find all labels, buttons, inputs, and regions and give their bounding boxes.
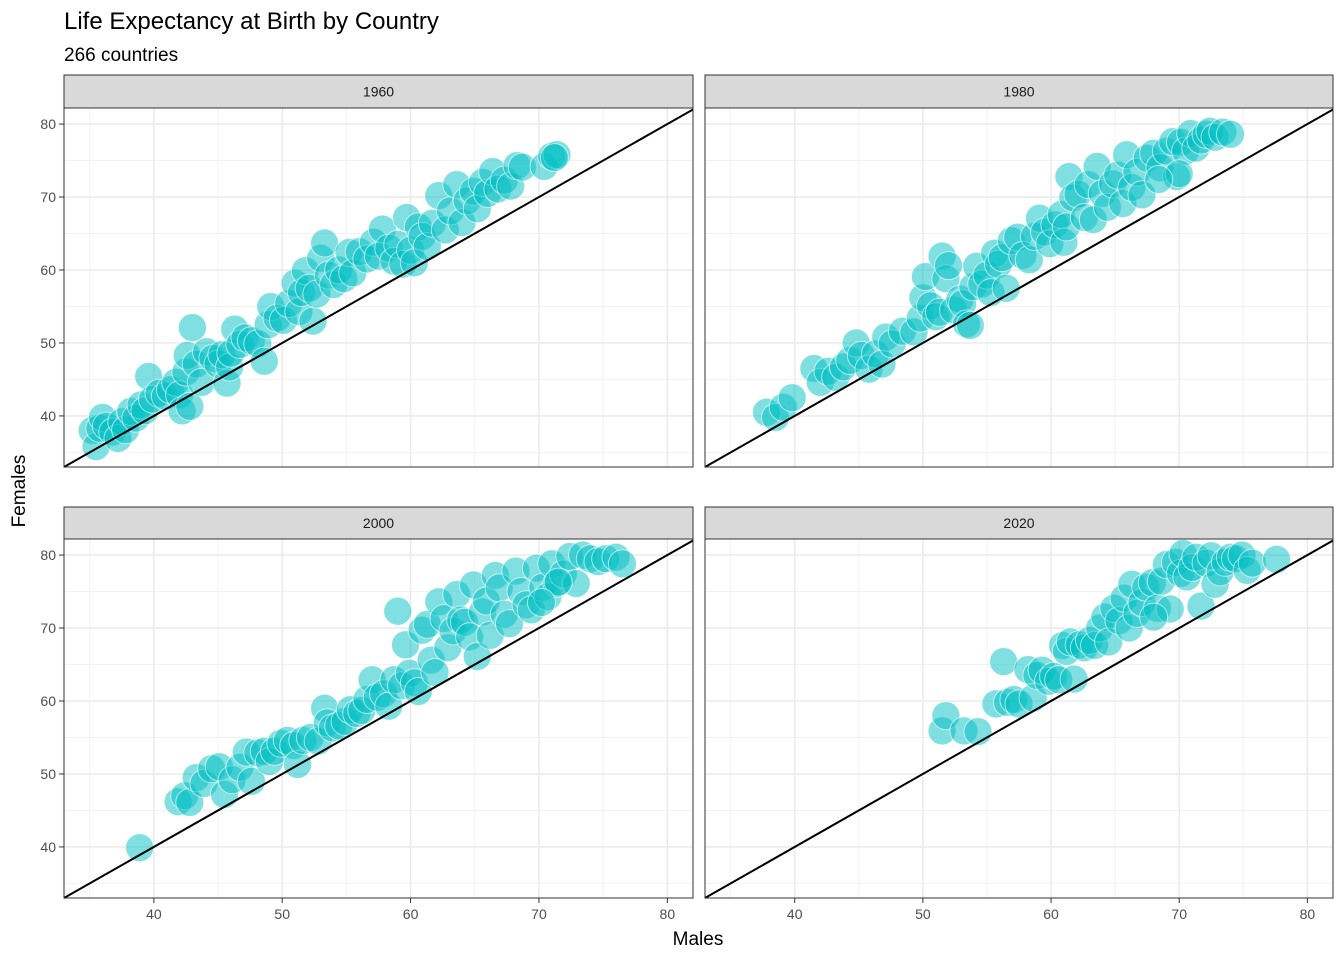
panel-border bbox=[63, 538, 694, 899]
data-point bbox=[1186, 591, 1216, 621]
facet-strip-label: 1980 bbox=[1003, 84, 1034, 100]
y-tick-label: 50 bbox=[40, 335, 56, 351]
data-point bbox=[991, 273, 1021, 303]
facet-panel-2020: 2020 40 50 60 70 80 bbox=[704, 506, 1334, 922]
y-tick-label: 70 bbox=[40, 620, 56, 636]
data-point bbox=[403, 677, 433, 706]
data-point bbox=[383, 596, 413, 626]
facet-strip bbox=[704, 74, 1334, 109]
facet-panel-1960: 1960 40 50 60 70 80 bbox=[40, 74, 694, 468]
panel-border bbox=[704, 538, 1334, 899]
y-tick-label: 70 bbox=[40, 189, 56, 205]
data-point bbox=[1216, 119, 1245, 149]
facet-strip-label: 1960 bbox=[363, 84, 394, 100]
panel-border bbox=[704, 107, 1334, 468]
y-axis-title: Females bbox=[9, 455, 30, 528]
data-point bbox=[963, 717, 993, 747]
x-tick-label: 70 bbox=[531, 906, 547, 922]
data-point bbox=[607, 549, 637, 579]
data-point bbox=[955, 310, 985, 340]
data-point bbox=[249, 346, 279, 376]
x-tick-label: 80 bbox=[660, 906, 676, 922]
y-tick-label: 50 bbox=[40, 766, 56, 782]
data-point bbox=[1139, 602, 1169, 632]
x-tick-label: 60 bbox=[403, 906, 419, 922]
chart-title: Life Expectancy at Birth by Country bbox=[64, 8, 439, 35]
data-point bbox=[934, 251, 963, 281]
y-tick-label: 80 bbox=[40, 547, 56, 563]
x-axis-title: Males bbox=[673, 929, 724, 950]
data-point bbox=[310, 228, 340, 258]
facet-panels: 1960 40 50 60 70 80 1980 2000 40 50 60 70 80 40 50 60 70… bbox=[40, 74, 1334, 922]
x-tick-label: 70 bbox=[1171, 906, 1187, 922]
y-tick-label: 40 bbox=[40, 839, 56, 855]
reference-line bbox=[63, 539, 694, 899]
facet-panel-1980: 1980 bbox=[704, 74, 1334, 468]
data-point bbox=[125, 833, 155, 863]
data-point bbox=[1237, 548, 1267, 578]
chart-subtitle: 266 countries bbox=[64, 45, 178, 66]
reference-line bbox=[63, 108, 694, 468]
x-tick-label: 50 bbox=[274, 906, 290, 922]
data-point bbox=[543, 567, 573, 597]
y-tick-label: 60 bbox=[40, 262, 56, 278]
y-tick-label: 40 bbox=[40, 408, 56, 424]
data-point bbox=[539, 143, 569, 173]
y-tick-label: 80 bbox=[40, 116, 56, 132]
panel-border bbox=[63, 107, 694, 468]
facet-strip bbox=[63, 74, 694, 109]
x-tick-label: 40 bbox=[146, 906, 162, 922]
x-tick-label: 60 bbox=[1043, 906, 1059, 922]
y-tick-label: 60 bbox=[40, 693, 56, 709]
data-point bbox=[177, 313, 207, 343]
reference-line bbox=[704, 539, 1334, 899]
data-point bbox=[494, 609, 524, 639]
reference-line bbox=[704, 108, 1334, 468]
data-point bbox=[1144, 165, 1174, 194]
facet-strip-label: 2000 bbox=[363, 515, 394, 531]
data-point bbox=[1262, 544, 1292, 574]
facet-panel-2000: 2000 40 50 60 70 80 40 50 60 70 80 bbox=[40, 506, 694, 922]
x-tick-label: 50 bbox=[915, 906, 931, 922]
data-point bbox=[777, 383, 807, 413]
x-tick-label: 80 bbox=[1300, 906, 1316, 922]
data-point bbox=[462, 642, 492, 671]
x-tick-label: 40 bbox=[787, 906, 803, 922]
facet-strip-label: 2020 bbox=[1003, 515, 1034, 531]
data-point bbox=[989, 647, 1019, 677]
data-point bbox=[527, 588, 556, 617]
